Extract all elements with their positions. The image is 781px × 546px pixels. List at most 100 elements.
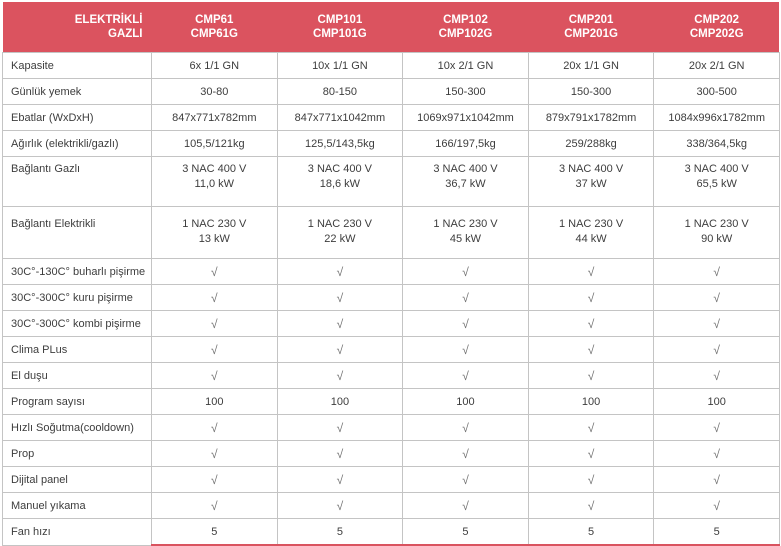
value-cell: 1 NAC 230 V 90 kW (653, 206, 780, 259)
table-header: ELEKTRİKLİ GAZLI CMP61 CMP61G CMP101 CMP… (2, 2, 780, 53)
value-cell: 3 NAC 400 V 37 kW (527, 156, 655, 207)
check-mark: √ (151, 284, 278, 311)
header-line: ELEKTRİKLİ (74, 14, 143, 26)
model-name: CMP202 (694, 14, 740, 26)
check-mark: √ (151, 440, 278, 467)
value-cell: 338/364,5kg (653, 130, 780, 157)
value-cell: 3 NAC 400 V 65,5 kW (653, 156, 780, 207)
table-row: Program sayısı 100 100 100 100 100 (2, 388, 780, 415)
table-row: Prop √ √ √ √ √ (2, 440, 780, 467)
check-mark: √ (151, 310, 278, 337)
table-row: Ebatlar (WxDxH) 847x771x782mm 847x771x1042… (2, 104, 780, 131)
model-name: CMP101G (313, 28, 367, 40)
value-line: 3 NAC 400 V (558, 163, 624, 175)
check-mark: √ (276, 440, 404, 467)
row-label: Manuel yıkama (2, 492, 152, 519)
value-cell: 100 (653, 388, 780, 415)
table-row: Kapasite 6x 1/1 GN 10x 1/1 GN 10x 2/1 GN 20x… (2, 52, 780, 79)
value-line: 1 NAC 230 V (684, 218, 749, 230)
value-cell: 10x 2/1 GN (402, 52, 529, 79)
check-mark: √ (402, 362, 529, 389)
value-cell: 847x771x782mm (151, 104, 278, 131)
model-name: CMP201 (568, 14, 614, 26)
model-name: CMP102G (438, 28, 493, 40)
row-label: Ağırlık (elektrikli/gazlı) (2, 130, 152, 157)
model-name: CMP201G (564, 28, 618, 40)
value-line: 3 NAC 400 V (684, 163, 749, 175)
value-cell: 259/288kg (527, 130, 655, 157)
check-mark: √ (402, 414, 529, 441)
value-cell: 100 (402, 388, 529, 415)
row-label: Ebatlar (WxDxH) (2, 104, 152, 131)
value-cell: 3 NAC 400 V 36,7 kW (402, 156, 529, 207)
check-mark: √ (653, 258, 780, 285)
value-cell: 166/197,5kg (402, 130, 529, 157)
table-row: Bağlantı Elektrikli 1 NAC 230 V 13 kW 1 NAC… (2, 206, 780, 259)
value-cell: 3 NAC 400 V 11,0 kW (151, 156, 278, 207)
check-mark: √ (402, 440, 529, 467)
table-row: El duşu √ √ √ √ √ (2, 362, 780, 389)
header-cell-cmp101: CMP101 CMP101G (277, 2, 403, 53)
value-cell: 300-500 (653, 78, 780, 105)
header-row: ELEKTRİKLİ GAZLI CMP61 CMP61G CMP101 CMP… (2, 2, 780, 53)
value-cell: 150-300 (527, 78, 655, 105)
row-label: Dijital panel (2, 466, 152, 493)
value-cell: 5 (527, 518, 655, 546)
value-cell: 1084x996x1782mm (653, 104, 780, 131)
value-cell: 20x 1/1 GN (527, 52, 655, 79)
row-label: Prop (2, 440, 152, 467)
value-line: 18,6 kW (319, 178, 361, 190)
value-cell: 1 NAC 230 V 44 kW (527, 206, 655, 259)
check-mark: √ (276, 310, 404, 337)
row-label: 30C°-130C° buharlı pişirme (2, 258, 152, 285)
row-label: 30C°-300C° kombi pişirme (2, 310, 152, 337)
value-line: 90 kW (701, 233, 733, 245)
check-mark: √ (653, 310, 780, 337)
value-cell: 10x 1/1 GN (276, 52, 404, 79)
value-cell: 125,5/143,5kg (276, 130, 404, 157)
check-mark: √ (653, 284, 780, 311)
check-mark: √ (276, 414, 404, 441)
check-mark: √ (527, 310, 655, 337)
value-cell: 1 NAC 230 V 45 kW (402, 206, 529, 259)
header-line: GAZLI (108, 28, 143, 40)
value-cell: 5 (151, 518, 278, 546)
table-row: Ağırlık (elektrikli/gazlı) 105,5/121kg 125… (2, 130, 780, 157)
check-mark: √ (527, 466, 655, 493)
check-mark: √ (653, 440, 780, 467)
check-mark: √ (276, 284, 404, 311)
row-label: El duşu (2, 362, 152, 389)
value-line: 22 kW (324, 233, 356, 245)
value-cell: 6x 1/1 GN (151, 52, 278, 79)
value-cell: 80-150 (276, 78, 404, 105)
row-label: Bağlantı Gazlı (2, 156, 152, 207)
value-cell: 5 (653, 518, 780, 546)
value-cell: 1069x971x1042mm (402, 104, 529, 131)
header-cell-power-types: ELEKTRİKLİ GAZLI (2, 2, 152, 53)
check-mark: √ (276, 492, 404, 519)
check-mark: √ (151, 492, 278, 519)
header-cell-cmp102: CMP102 CMP102G (402, 2, 529, 53)
table-row: 30C°-300C° kombi pişirme √ √ √ √ √ (2, 310, 780, 337)
table-row: 30C°-130C° buharlı pişirme √ √ √ √ √ (2, 258, 780, 285)
model-name: CMP61 (195, 14, 234, 26)
value-line: 13 kW (198, 233, 230, 245)
check-mark: √ (151, 414, 278, 441)
model-name: CMP102 (443, 14, 488, 26)
value-line: 44 kW (575, 233, 607, 245)
value-cell: 847x771x1042mm (276, 104, 404, 131)
check-mark: √ (527, 258, 655, 285)
row-label: Clima PLus (2, 336, 152, 363)
check-mark: √ (276, 466, 404, 493)
value-cell: 100 (276, 388, 404, 415)
value-line: 3 NAC 400 V (307, 163, 372, 175)
check-mark: √ (527, 414, 655, 441)
value-cell: 20x 2/1 GN (653, 52, 780, 79)
value-cell: 1 NAC 230 V 22 kW (276, 206, 404, 259)
model-name: CMP61G (190, 28, 238, 40)
table-row: Günlük yemek 30-80 80-150 150-300 150-300 300… (2, 78, 780, 105)
row-label: Kapasite (2, 52, 152, 79)
value-cell: 100 (527, 388, 655, 415)
value-line: 3 NAC 400 V (182, 163, 247, 175)
